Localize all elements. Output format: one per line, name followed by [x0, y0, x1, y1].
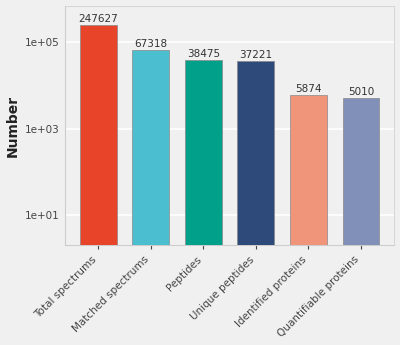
Y-axis label: Number: Number: [6, 95, 20, 157]
Bar: [185, 60, 222, 345]
Bar: [343, 98, 380, 345]
Text: 67318: 67318: [134, 39, 167, 49]
Bar: [80, 25, 116, 345]
Text: 247627: 247627: [78, 14, 118, 24]
Text: 5010: 5010: [348, 88, 374, 98]
Text: 38475: 38475: [187, 49, 220, 59]
Text: 5874: 5874: [295, 85, 322, 95]
Text: 37221: 37221: [239, 50, 272, 60]
Bar: [132, 50, 169, 345]
Bar: [238, 61, 274, 345]
Bar: [290, 96, 327, 345]
